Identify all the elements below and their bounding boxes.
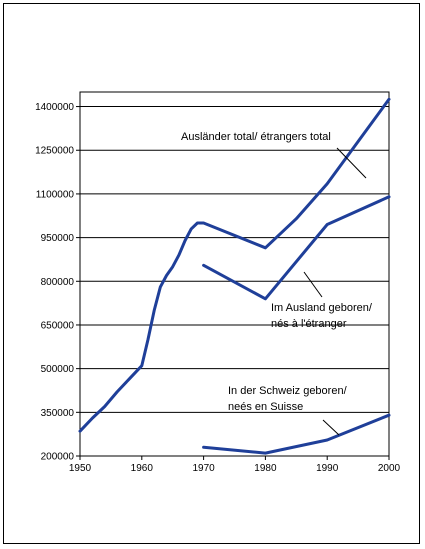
x-tick-label: 1950 [69,463,92,474]
x-tick-label: 1980 [254,463,277,474]
chart-frame [3,3,420,544]
total-foreigners-line [78,97,391,433]
annotation-leader [303,271,323,298]
y-axis: 200000 350000 500000 650000 800000 950000 1100… [35,102,80,463]
y-tick-label: 800000 [41,277,75,288]
y-tick-label: 200000 [41,452,75,463]
gridlines [80,106,389,413]
series-lines [78,97,391,455]
annotation-swiss-born-line: In der Schweiz geboren/ [228,385,348,397]
y-tick-label: 350000 [41,408,75,419]
annotation-leaders [303,147,367,436]
plot-border [79,91,390,457]
x-axis: 1950 1960 1970 1980 1990 2000 [69,456,401,474]
annotation-leader [336,147,367,179]
y-tick-label: 650000 [41,320,75,331]
annotation-foreign-born-line: Im Ausland geboren/ [271,302,373,314]
swiss-born-line [202,413,391,455]
annotation-total-line: Ausländer total/ étrangers total [181,131,331,143]
foreign-born-line [202,195,391,301]
y-tick-label: 1250000 [35,146,74,157]
x-tick-label: 2000 [378,463,401,474]
x-tick-label: 1990 [316,463,339,474]
annotation-swiss-born-line: neés en Suisse [228,401,303,413]
x-tick-label: 1960 [131,463,154,474]
y-tick-label: 1100000 [36,189,75,200]
x-tick-label: 1970 [192,463,215,474]
annotation-foreign-born-line: nés à l'étranger [271,318,347,330]
plot-area [79,91,390,457]
y-tick-label: 950000 [41,233,75,244]
annotations: Ausländer total/ étrangers total Im Ausla… [181,131,373,413]
annotation-leader [322,419,340,436]
y-tick-label: 500000 [41,364,75,375]
y-tick-label: 1400000 [35,102,74,113]
